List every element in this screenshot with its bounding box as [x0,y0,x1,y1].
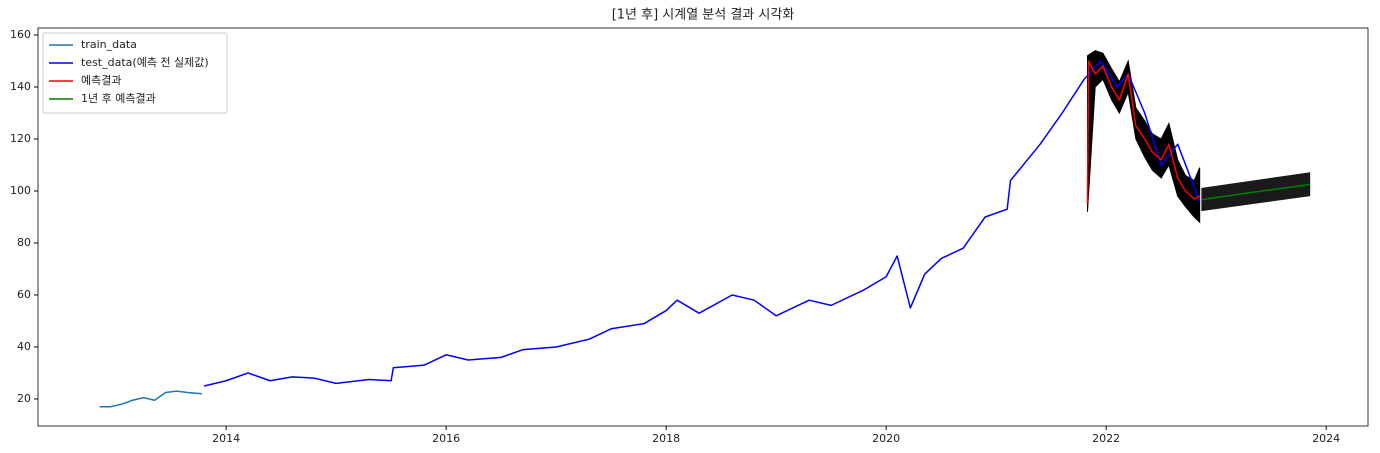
legend-label: 1년 후 예측결과 [81,92,156,105]
series-line [1086,60,1201,204]
x-tick-label: 2024 [1312,432,1340,445]
series-line [99,390,202,408]
legend-label: test_data(예측 전 실제값) [81,56,209,69]
legend-box [42,32,228,114]
legend-label: train_data [81,38,137,51]
x-tick-label: 2016 [432,432,460,445]
legend-label: 예측결과 [81,74,121,87]
x-tick-label: 2022 [1092,432,1120,445]
chart-title: [1년 후] 시계열 분석 결과 시각화 [612,8,795,23]
plot-area [38,28,1368,426]
series-line [203,60,1201,387]
legend: train_data test_data(예측 전 실제값) 예측결과 1년 후 예측… [42,32,228,114]
axes-frame [37,27,1369,427]
x-tick-label: 2018 [652,432,680,445]
y-tick-label: 60 [17,288,31,301]
y-tick-label: 160 [10,28,31,41]
y-tick-label: 80 [17,236,31,249]
x-tick-label: 2020 [872,432,900,445]
y-tick-label: 40 [17,340,31,353]
y-tick-label: 120 [10,132,31,145]
series-line [1201,183,1310,201]
y-tick-label: 100 [10,184,31,197]
y-tick-label: 140 [10,80,31,93]
y-tick-label: 20 [17,392,31,405]
x-tick-label: 2014 [212,432,240,445]
